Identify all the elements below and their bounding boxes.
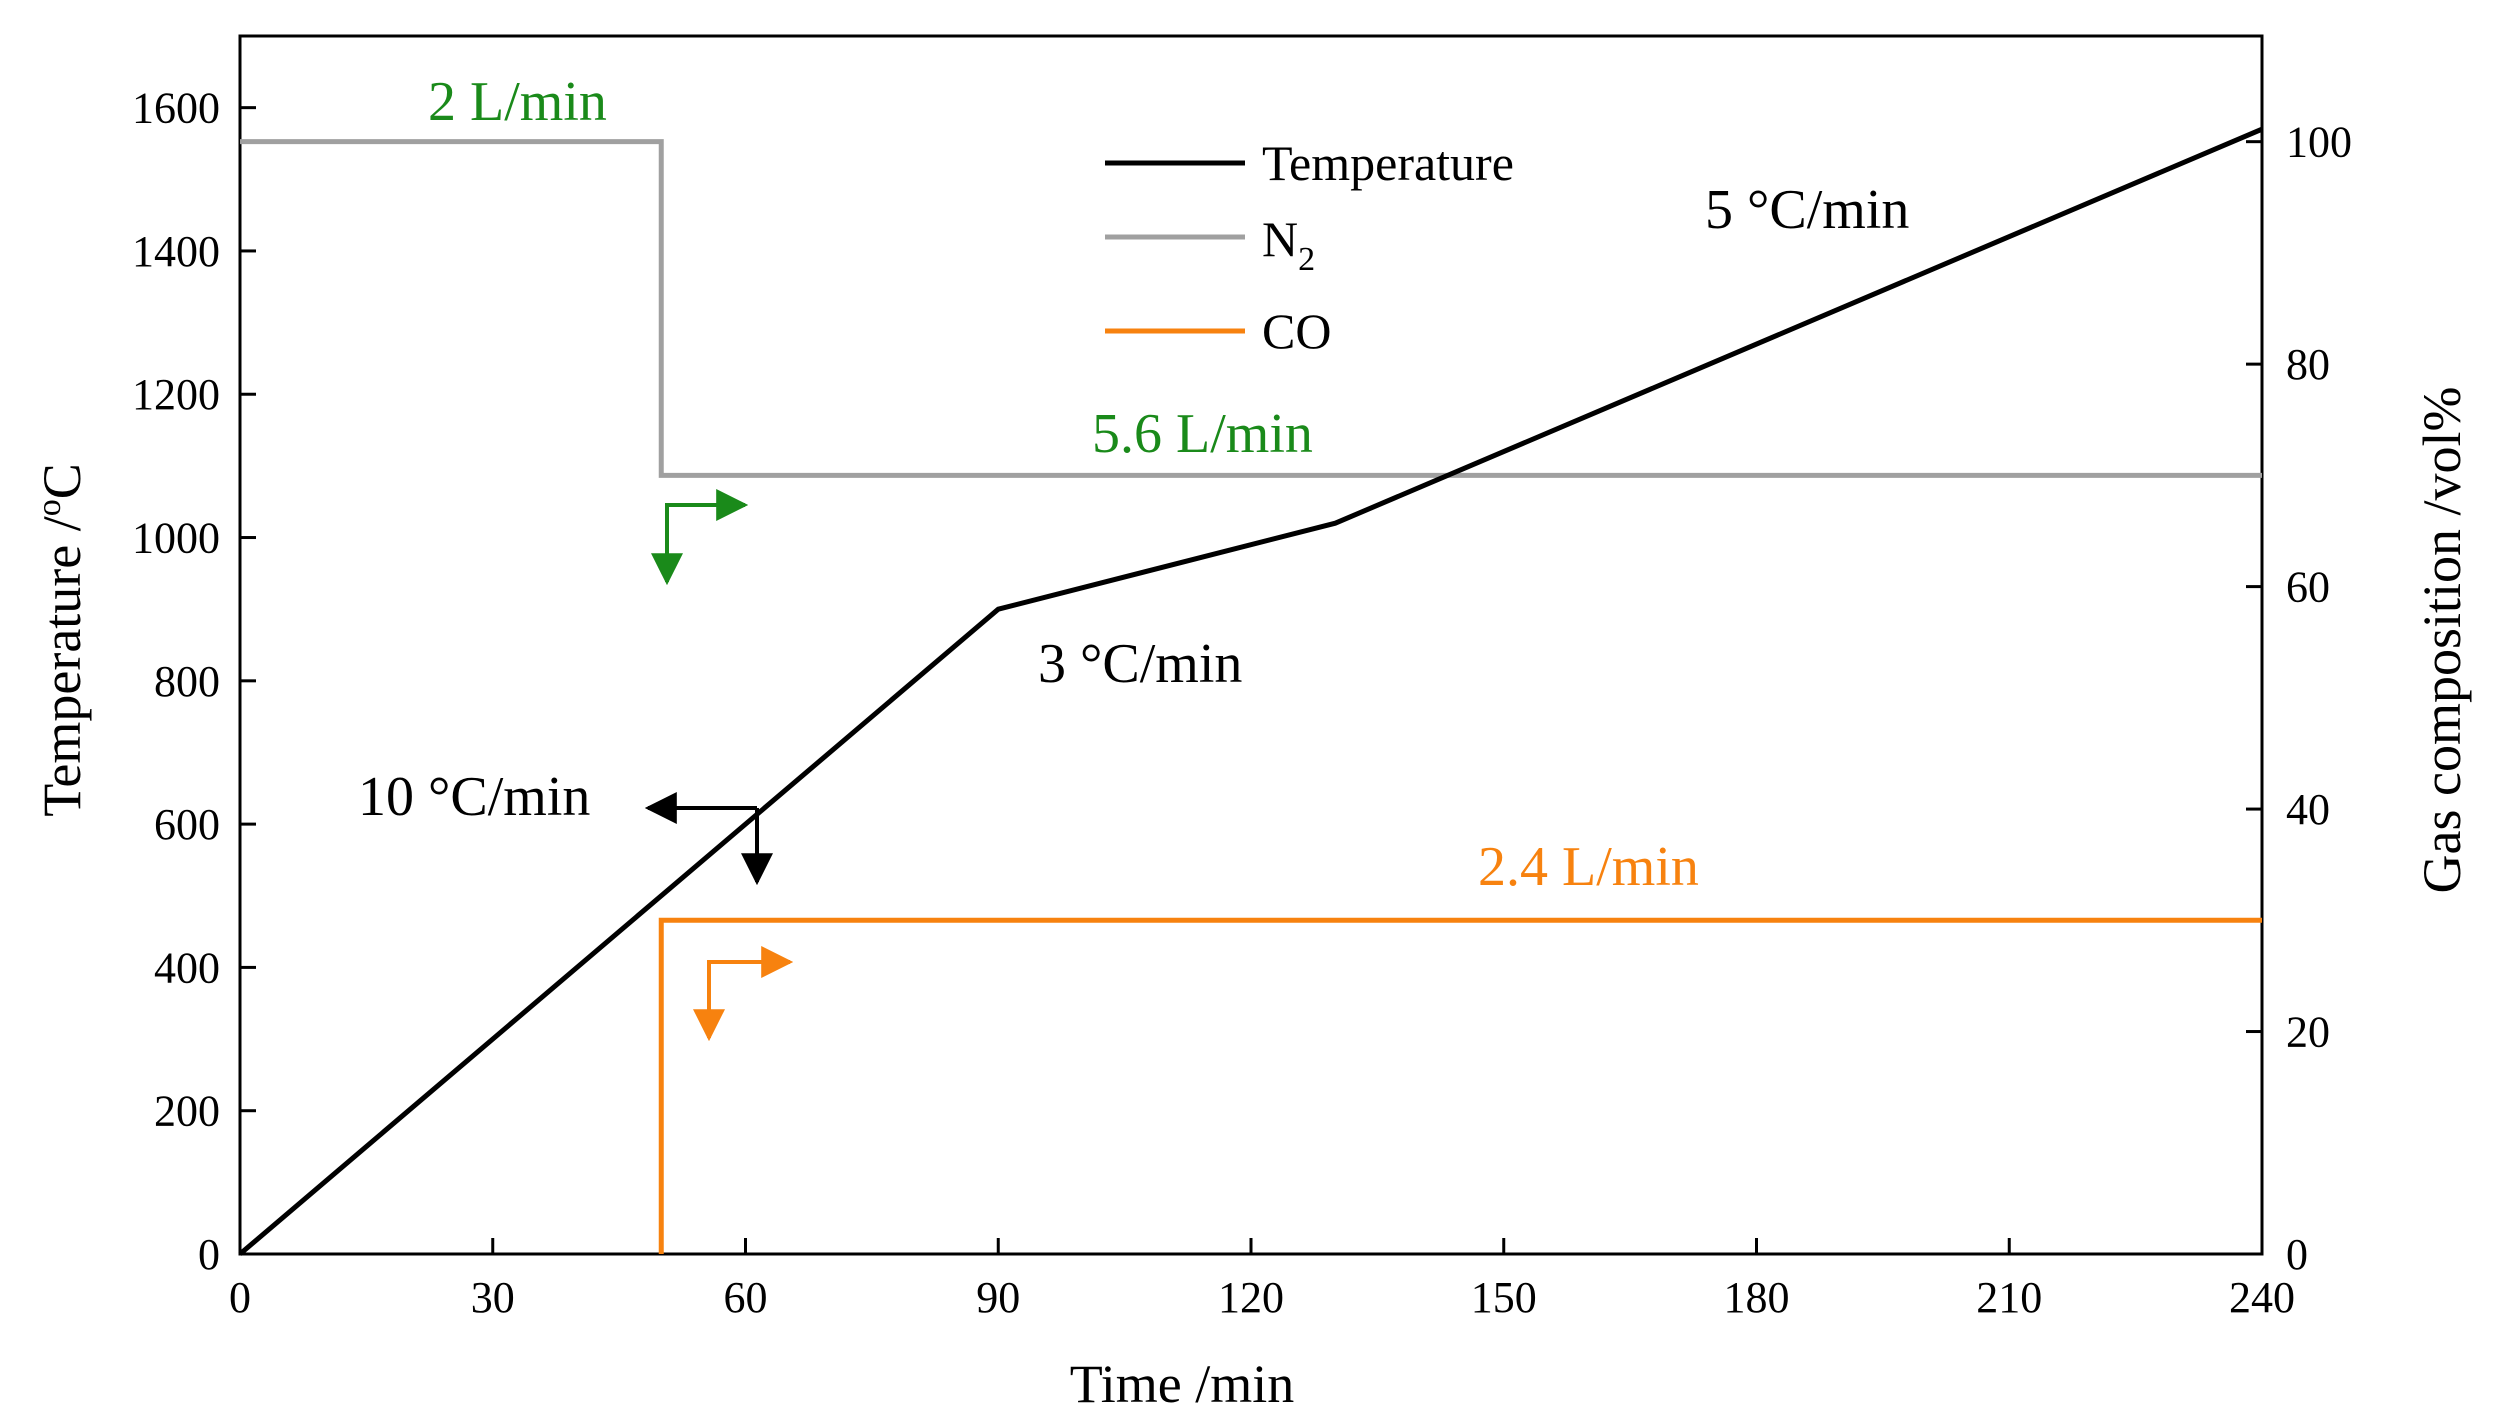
x-tick-label: 240 (2229, 1273, 2295, 1322)
series-line-n2 (240, 139, 2262, 478)
left-y-tick-label: 1000 (132, 514, 220, 563)
legend-label-n2-sub: 2 (1298, 241, 1315, 278)
co-corner-arrow (693, 946, 794, 1042)
rate-corner-arrow (644, 792, 773, 886)
x-axis-title: Time /min (1070, 1354, 1295, 1414)
x-tick-label: 60 (724, 1273, 768, 1322)
left-y-tick-label: 600 (154, 800, 220, 849)
left-y-axis-title-degree: o (31, 499, 68, 516)
left-y-tick-label: 400 (154, 943, 220, 992)
left-y-axis-title-prefix: Temperature / (32, 516, 92, 817)
n2-corner-arrow (651, 489, 749, 586)
right-y-tick-label: 60 (2286, 563, 2330, 612)
x-tick-label: 90 (976, 1273, 1020, 1322)
annotation-rate-3: 3 °C/min (1038, 633, 1242, 695)
x-tick-label: 210 (1976, 1273, 2042, 1322)
right-y-axis-ticks: 0 20 40 60 80 100 (2246, 118, 2352, 1279)
x-tick-label: 120 (1218, 1273, 1284, 1322)
annotation-n2-flow-1: 2 L/min (428, 71, 607, 133)
x-tick-label: 180 (1724, 1273, 1790, 1322)
right-y-tick-label: 100 (2286, 118, 2352, 167)
annotation-co-flow: 2.4 L/min (1478, 836, 1699, 898)
right-y-tick-label: 40 (2286, 785, 2330, 834)
left-y-axis-title: Temperature /oC (31, 463, 92, 817)
right-y-axis-title: Gas composition /vol% (2412, 387, 2472, 894)
series-line-temperature (238, 126, 2263, 1256)
left-y-tick-label: 1400 (132, 227, 220, 276)
annotation-n2-flow-2: 5.6 L/min (1092, 403, 1313, 465)
x-axis-ticks: 0 30 60 90 120 150 180 210 240 (229, 1238, 2295, 1322)
annotation-rate-5: 5 °C/min (1705, 179, 1909, 241)
series-layer (238, 126, 2263, 1256)
left-y-tick-label: 800 (154, 657, 220, 706)
x-tick-label: 30 (471, 1273, 515, 1322)
legend-label-n2: N2 (1262, 211, 1315, 278)
legend-label-n2-main: N (1262, 211, 1298, 267)
legend-label-temperature: Temperature (1262, 135, 1514, 191)
left-y-axis-title-unit: C (32, 463, 92, 499)
left-y-tick-label: 0 (198, 1230, 220, 1279)
legend-label-co: CO (1262, 303, 1331, 359)
right-y-tick-label: 0 (2286, 1230, 2308, 1279)
right-y-tick-label: 20 (2286, 1008, 2330, 1057)
plot-frame (238, 34, 2264, 1256)
left-y-tick-label: 1600 (132, 84, 220, 133)
annotation-rate-10: 10 °C/min (358, 766, 590, 828)
left-y-tick-label: 200 (154, 1087, 220, 1136)
left-y-tick-label: 1200 (132, 370, 220, 419)
left-y-axis-ticks: 0 200 400 600 800 1000 1200 1400 1600 (132, 84, 256, 1279)
right-y-tick-label: 80 (2286, 340, 2330, 389)
x-tick-label: 0 (229, 1273, 251, 1322)
x-tick-label: 150 (1471, 1273, 1537, 1322)
series-line-co (658, 917, 2262, 1254)
legend: Temperature N2 CO (1105, 135, 1514, 359)
